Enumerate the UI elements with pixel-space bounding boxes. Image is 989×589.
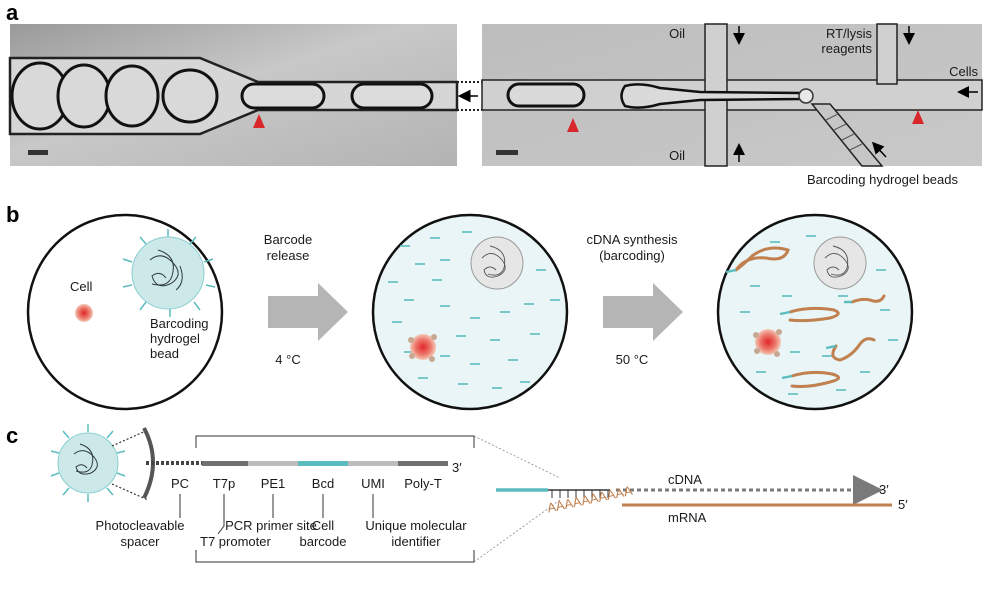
- polya-tail: AAAAAAAAAA: [546, 483, 634, 516]
- droplet: [240, 82, 326, 110]
- droplet: [56, 63, 112, 129]
- desc-cell-1: Cell: [312, 518, 335, 533]
- oil-top-label: Oil: [669, 26, 685, 41]
- segment-label-pc: PC: [171, 476, 189, 491]
- desc-t7: T7 promoter: [200, 534, 271, 549]
- cell-marker-icon: [912, 110, 924, 124]
- step1-temp: 4 °C: [275, 352, 300, 367]
- rt-lysis-label-1: RT/lysis: [826, 26, 872, 41]
- segment-label-pe1: PE1: [261, 476, 286, 491]
- segment-umi: [348, 461, 398, 466]
- barcode-tails: [725, 268, 852, 380]
- droplet-stage-1: [26, 213, 224, 411]
- oligo-3prime: 3′: [452, 460, 462, 475]
- empty-bead-icon: [813, 236, 867, 290]
- oligo-construct: [146, 461, 448, 466]
- droplet: [350, 82, 434, 110]
- step1-label-2: release: [267, 248, 310, 263]
- desc-pcr: PCR primer site: [225, 518, 317, 533]
- cell-marker-icon: [253, 114, 265, 128]
- desc-photocleavable-2: spacer: [120, 534, 160, 549]
- step1-label-1: Barcode: [264, 232, 312, 247]
- micrograph-left: [8, 24, 459, 166]
- cell-icon: [75, 304, 93, 322]
- beads-in-arrow-icon: [871, 141, 887, 158]
- segment-label-bcd: Bcd: [312, 476, 334, 491]
- mrna-end-label: 5′: [898, 497, 908, 512]
- process-arrow-icon: [268, 283, 348, 341]
- process-arrow-icon: [603, 283, 683, 341]
- segment-t7p: [202, 461, 248, 466]
- segment-label-polyt: Poly-T: [404, 476, 442, 491]
- released-barcodes: [388, 231, 560, 389]
- scale-bar: [496, 150, 518, 155]
- bead-label-1: Barcoding: [150, 316, 209, 331]
- hydrogel-bead-icon: [50, 424, 126, 502]
- barcoded-cdna-icon: [734, 246, 886, 388]
- lysed-cell-icon: [753, 329, 782, 357]
- desc-cell-2: barcode: [300, 534, 347, 549]
- segment-pe1: [248, 461, 298, 466]
- cdna-label: cDNA: [668, 472, 702, 487]
- desc-photocleavable-1: Photocleavable: [96, 518, 185, 533]
- bead-label-2: hydrogel: [150, 331, 200, 346]
- panel-a-letter: a: [6, 0, 19, 25]
- beads-caption: Barcoding hydrogel beads: [807, 172, 959, 187]
- cell-marker-icon: [567, 118, 579, 132]
- droplet-forming: [620, 83, 802, 109]
- cell-label: Cell: [70, 279, 93, 294]
- panel-b-letter: b: [6, 202, 19, 227]
- droplet-stage-2: [371, 213, 569, 411]
- step2-label-2: (barcoding): [599, 248, 665, 263]
- hydrogel-bead-icon: [122, 229, 216, 317]
- segment-polyt: [398, 461, 448, 466]
- step2-label-1: cDNA synthesis: [586, 232, 678, 247]
- step2-temp: 50 °C: [616, 352, 649, 367]
- polyt-ticks: [551, 490, 609, 498]
- panel-c-letter: c: [6, 423, 18, 448]
- bead-label-3: bead: [150, 346, 179, 361]
- scale-bar: [28, 150, 48, 155]
- mrna-label: mRNA: [668, 510, 707, 525]
- rt-lysis-label-2: reagents: [821, 41, 872, 56]
- cdna-end-label: 3′: [879, 482, 889, 497]
- lysed-cell-icon: [408, 334, 437, 362]
- empty-bead-icon: [470, 236, 524, 290]
- droplet: [104, 64, 160, 128]
- droplet: [161, 68, 219, 124]
- micrograph-right: [481, 23, 983, 167]
- leader-lines: [179, 494, 374, 535]
- segment-bcd: [298, 461, 348, 466]
- desc-umi-1: Unique molecular: [365, 518, 467, 533]
- droplet: [506, 82, 586, 108]
- droplet-stage-3: [716, 213, 914, 411]
- cells-label: Cells: [949, 64, 978, 79]
- segment-label-umi: UMI: [361, 476, 385, 491]
- oil-bottom-label: Oil: [669, 148, 685, 163]
- segment-label-t7p: T7p: [213, 476, 235, 491]
- desc-umi-2: identifier: [391, 534, 441, 549]
